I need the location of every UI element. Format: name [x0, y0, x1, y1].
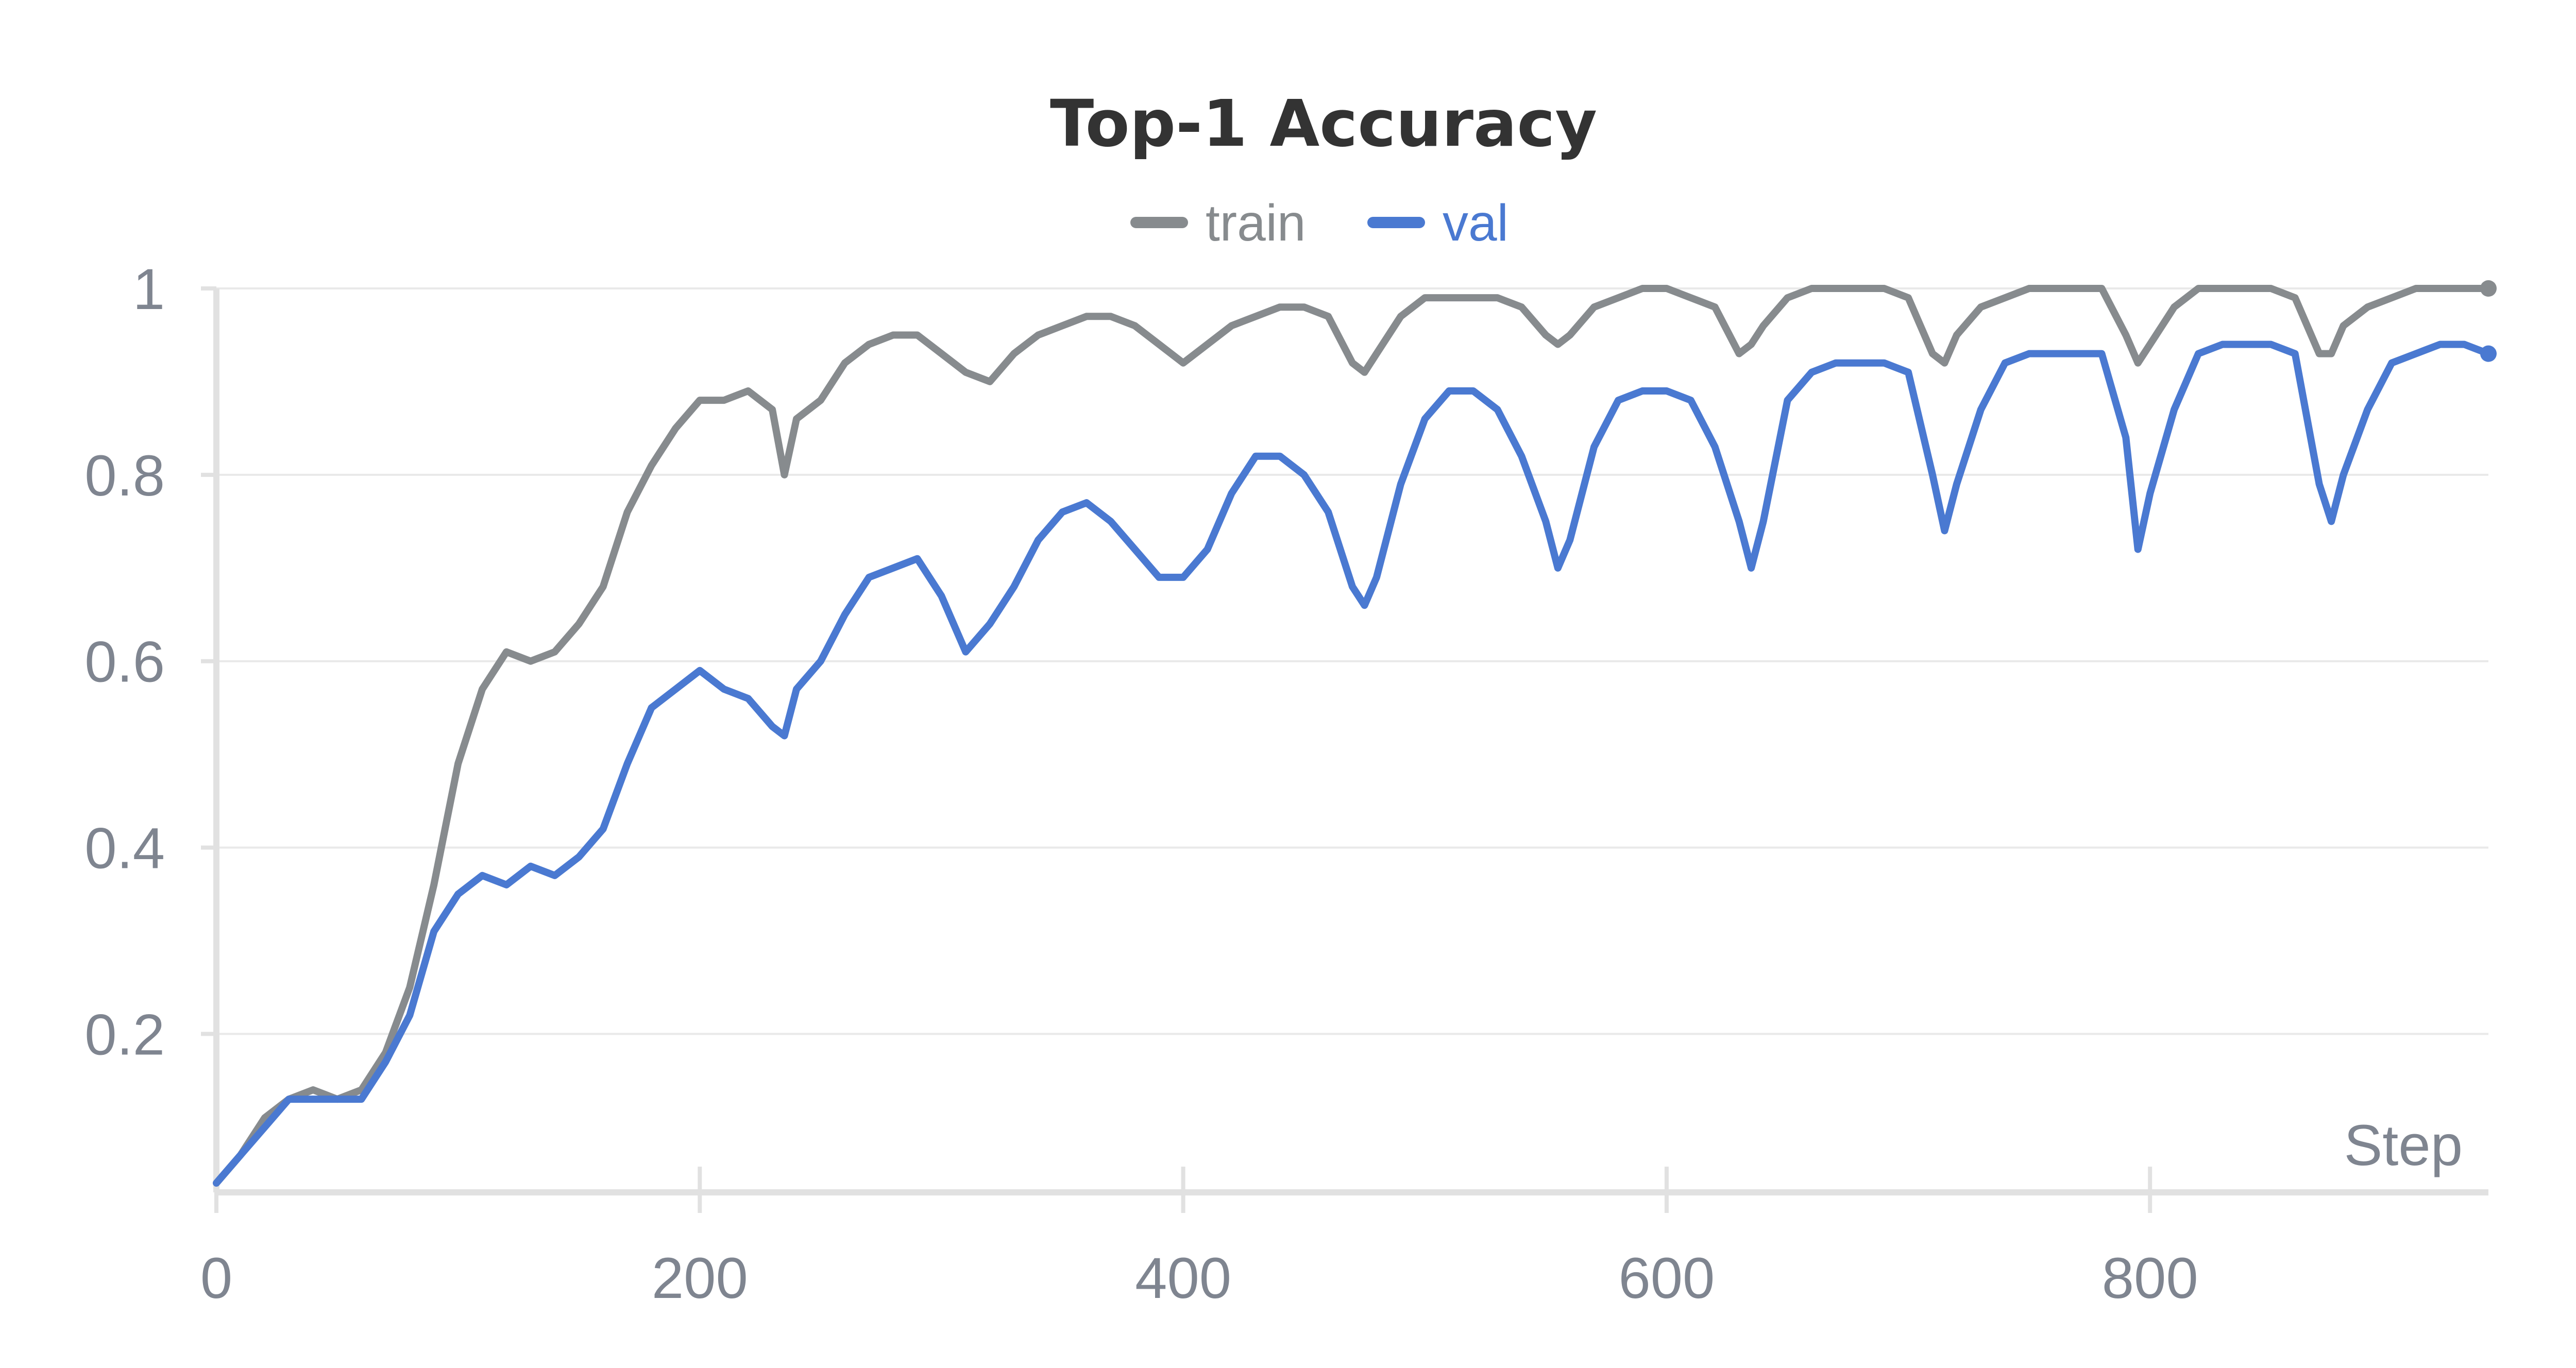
axes — [213, 288, 2488, 1195]
series-line-train[interactable] — [213, 285, 2492, 1187]
legend: train val — [1130, 194, 1509, 252]
legend-item-train[interactable]: train — [1130, 194, 1306, 252]
end-points — [2480, 280, 2497, 362]
y-tick-label: 1 — [133, 257, 165, 321]
series-endpoint-val[interactable] — [2480, 345, 2497, 362]
legend-label-val: val — [1443, 194, 1509, 252]
series-endpoint-train[interactable] — [2480, 280, 2497, 297]
tick-marks: 0.2 0.4 0.6 0.8 1 0 200 400 600 800 — [84, 257, 2198, 1310]
x-tick-label: 200 — [652, 1246, 748, 1310]
series-lines — [213, 285, 2492, 1187]
y-tick-label: 0.6 — [84, 630, 165, 694]
y-tick-label: 0.4 — [84, 816, 165, 881]
x-tick-label: 400 — [1135, 1246, 1231, 1310]
x-axis-label: Step — [2344, 1113, 2463, 1177]
x-tick-label: 800 — [2102, 1246, 2198, 1310]
y-tick-label: 0.2 — [84, 1002, 165, 1067]
grid-lines — [216, 287, 2488, 1035]
legend-item-val[interactable]: val — [1367, 194, 1509, 252]
y-tick-label: 0.8 — [84, 443, 165, 508]
legend-label-train: train — [1206, 194, 1306, 252]
x-tick-label: 600 — [1618, 1246, 1715, 1310]
series-line-val[interactable] — [213, 340, 2492, 1187]
x-tick-label: 0 — [200, 1246, 232, 1310]
chart-title: Top-1 Accuracy — [1050, 87, 1597, 161]
